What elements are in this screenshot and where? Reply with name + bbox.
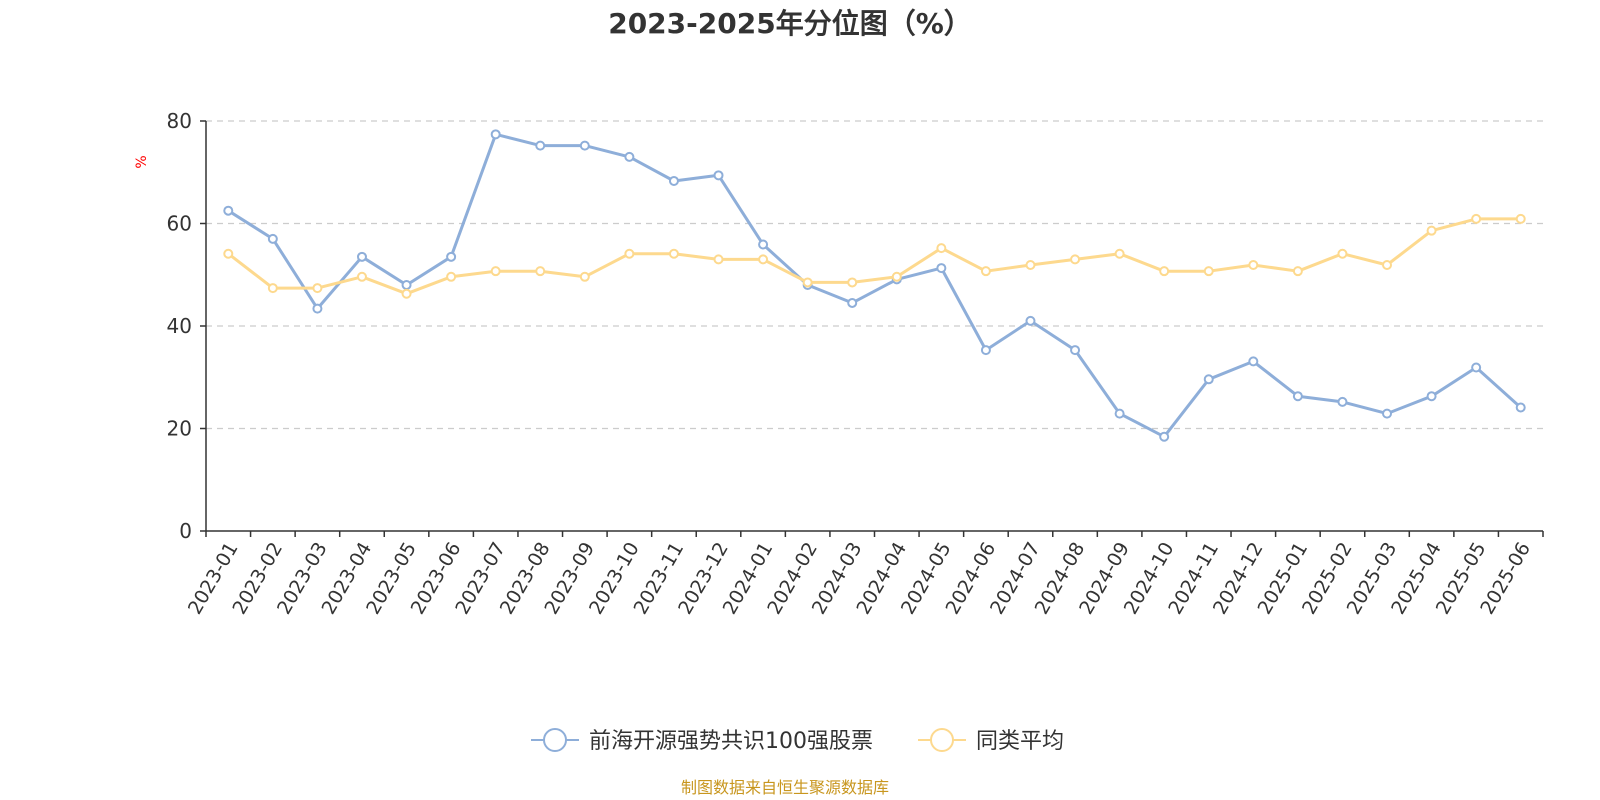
data-point[interactable] <box>758 254 769 265</box>
data-point[interactable] <box>535 140 546 151</box>
y-tick-label: 40 <box>167 314 192 338</box>
grid-lines <box>206 120 1543 430</box>
data-point[interactable] <box>847 277 858 288</box>
y-axis-ticks: 0 20 40 60 80 <box>167 109 206 543</box>
data-point[interactable] <box>1426 391 1437 402</box>
data-point[interactable] <box>446 251 457 262</box>
series-line <box>226 132 1523 439</box>
data-point[interactable] <box>1515 213 1526 224</box>
data-point[interactable] <box>1114 408 1125 419</box>
series-line <box>226 217 1523 296</box>
data-point[interactable] <box>1070 345 1081 356</box>
data-point[interactable] <box>624 248 635 259</box>
series-2 <box>223 213 1526 299</box>
data-point[interactable] <box>1114 248 1125 259</box>
data-point[interactable] <box>1070 254 1081 265</box>
data-point[interactable] <box>1025 315 1036 326</box>
y-axis-unit: % <box>134 155 150 168</box>
data-point[interactable] <box>579 271 590 282</box>
data-point[interactable] <box>758 239 769 250</box>
x-axis-ticks: 2023-012023-022023-032023-042023-052023-… <box>184 531 1544 618</box>
data-point[interactable] <box>802 277 813 288</box>
data-point[interactable] <box>1203 374 1214 385</box>
data-point[interactable] <box>1426 225 1437 236</box>
data-point[interactable] <box>223 248 234 259</box>
data-point[interactable] <box>1159 431 1170 442</box>
data-point[interactable] <box>490 129 501 140</box>
data-point[interactable] <box>1159 266 1170 277</box>
data-point[interactable] <box>446 271 457 282</box>
data-point[interactable] <box>980 266 991 277</box>
data-point[interactable] <box>401 288 412 299</box>
data-point[interactable] <box>1471 362 1482 373</box>
data-point[interactable] <box>401 280 412 290</box>
data-point[interactable] <box>936 263 947 274</box>
data-point[interactable] <box>847 297 858 308</box>
data-point[interactable] <box>668 175 679 186</box>
data-point[interactable] <box>1337 248 1348 259</box>
data-point[interactable] <box>1025 260 1036 271</box>
legend-item[interactable]: 同类平均 <box>918 728 1064 754</box>
data-point[interactable] <box>1248 260 1259 271</box>
data-point[interactable] <box>1248 356 1259 367</box>
data-point[interactable] <box>1292 266 1303 277</box>
legend[interactable]: 前海开源强势共识100强股票 同类平均 <box>531 728 1064 754</box>
legend-label: 前海开源强势共识100强股票 <box>589 729 873 754</box>
data-point[interactable] <box>356 271 367 282</box>
data-point[interactable] <box>1337 396 1348 407</box>
data-point[interactable] <box>668 248 679 259</box>
legend-label: 同类平均 <box>976 729 1064 754</box>
data-point[interactable] <box>535 266 546 277</box>
data-point[interactable] <box>312 303 323 314</box>
y-tick-label: 20 <box>167 417 192 441</box>
legend-marker-icon <box>930 728 954 752</box>
y-tick-label: 0 <box>179 519 192 543</box>
data-point[interactable] <box>713 254 724 265</box>
data-point[interactable] <box>936 243 947 254</box>
data-point[interactable] <box>267 233 278 244</box>
legend-marker-icon <box>543 728 567 752</box>
data-point[interactable] <box>1203 266 1214 277</box>
data-point[interactable] <box>579 140 590 151</box>
data-point[interactable] <box>312 283 323 294</box>
data-point[interactable] <box>1292 391 1303 402</box>
data-point[interactable] <box>624 151 635 162</box>
data-point[interactable] <box>1382 260 1393 271</box>
data-point[interactable] <box>1471 213 1482 224</box>
y-tick-label: 60 <box>167 212 192 236</box>
data-point[interactable] <box>980 345 991 356</box>
series-1 <box>223 129 1526 442</box>
legend-item[interactable]: 前海开源强势共识100强股票 <box>531 728 873 754</box>
data-point[interactable] <box>1515 402 1526 413</box>
data-source-note: 制图数据来自恒生聚源数据库 <box>681 778 889 797</box>
data-point[interactable] <box>1382 408 1393 419</box>
data-point[interactable] <box>490 266 501 277</box>
data-point[interactable] <box>356 251 367 262</box>
series-lines <box>223 129 1526 442</box>
data-point[interactable] <box>223 205 234 216</box>
chart-title: 2023-2025年分位图（%） <box>608 7 972 40</box>
data-point[interactable] <box>891 271 902 282</box>
y-tick-label: 80 <box>167 109 192 133</box>
data-point[interactable] <box>713 170 724 181</box>
data-point[interactable] <box>267 283 278 294</box>
